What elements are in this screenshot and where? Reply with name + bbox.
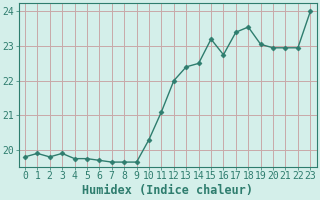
X-axis label: Humidex (Indice chaleur): Humidex (Indice chaleur) xyxy=(82,184,253,197)
